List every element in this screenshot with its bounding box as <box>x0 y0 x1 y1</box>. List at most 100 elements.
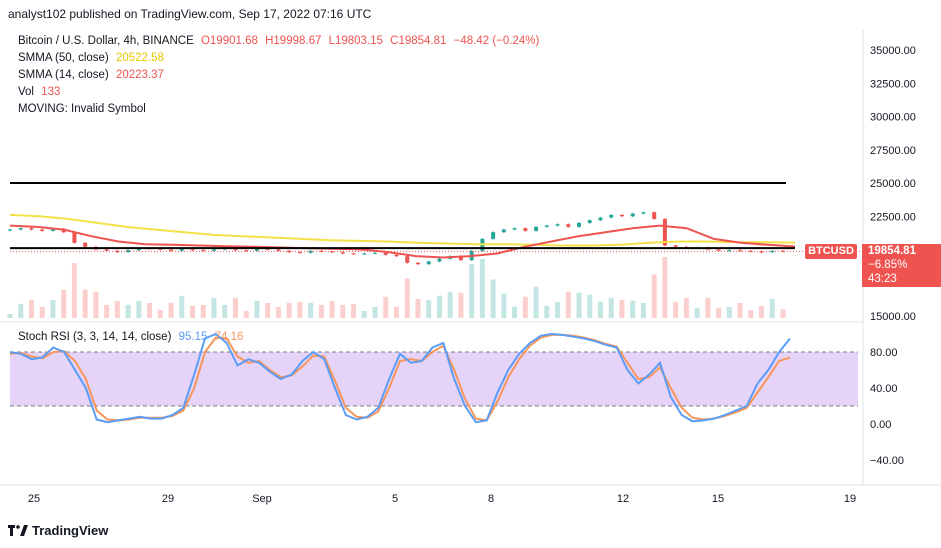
volume-bar <box>18 303 24 318</box>
volume-bar <box>50 299 56 318</box>
volume-bar <box>544 305 550 318</box>
volume-bar <box>597 301 603 318</box>
volume-bar <box>200 304 206 318</box>
candle-body <box>340 252 345 254</box>
candle-body <box>276 249 281 251</box>
candle-body <box>201 250 206 252</box>
candle-body <box>50 228 55 231</box>
volume-bar <box>587 294 593 318</box>
legend-volume-row[interactable]: Vol 133 <box>18 86 64 98</box>
time-tick-label: 15 <box>712 493 724 505</box>
smma14-line <box>9 224 796 259</box>
legend-open: O19901.68 <box>200 35 258 47</box>
volume-bar <box>190 305 196 318</box>
candle-body <box>297 252 302 254</box>
candle-body <box>351 253 356 255</box>
legend-smma14-row[interactable]: SMMA (14, close) 20223.37 <box>18 69 168 81</box>
candle-body <box>254 248 259 251</box>
volume-bar <box>254 300 260 318</box>
volume-bar <box>501 293 507 318</box>
time-tick-label: 25 <box>28 493 40 505</box>
candle-body <box>458 256 463 261</box>
volume-bar <box>383 296 389 318</box>
footer-brand[interactable]: TradingView <box>8 523 108 538</box>
legend-smma50-value: 20522.58 <box>115 52 164 64</box>
volume-bar <box>619 299 625 318</box>
time-tick-label: 8 <box>488 493 494 505</box>
volume-bar <box>114 300 120 318</box>
candle-body <box>179 248 184 251</box>
volume-bar <box>630 300 636 318</box>
legend-vol-label: Vol <box>18 86 34 98</box>
legend-main-row: Bitcoin / U.S. Dollar, 4h, BINANCE O1990… <box>18 35 543 47</box>
legend-smma50-row[interactable]: SMMA (50, close) 20522.58 <box>18 52 168 64</box>
volume-bar <box>694 307 700 318</box>
volume-bar <box>61 289 67 318</box>
candle-body <box>652 212 657 219</box>
candle-body <box>8 229 12 231</box>
candle-body <box>598 217 603 221</box>
candle-body <box>83 242 88 247</box>
candle-body <box>566 224 571 227</box>
volume-bar <box>436 295 442 318</box>
legend-smma14-label: SMMA (14, close) <box>18 69 109 81</box>
volume-bar <box>512 306 518 318</box>
volume-bar <box>426 299 432 318</box>
volume-bar <box>651 274 657 318</box>
candle-body <box>330 251 335 253</box>
legend-moving-label: MOVING: Invalid Symbol <box>18 103 146 115</box>
candle-body <box>555 224 560 226</box>
volume-bar <box>71 263 77 318</box>
volume-bar <box>458 292 464 318</box>
volume-bar <box>157 309 163 318</box>
rsi-legend-label: Stoch RSI (3, 3, 14, 14, close) <box>18 331 172 343</box>
candle-body <box>362 253 367 255</box>
volume-bar <box>329 300 335 318</box>
volume-bar <box>726 306 732 318</box>
volume-bar <box>490 279 496 318</box>
volume-bar <box>748 309 754 318</box>
tradingview-logo-icon <box>8 525 28 536</box>
volume-bar <box>179 295 185 318</box>
volume-bar <box>533 286 539 318</box>
candle-body <box>18 228 23 230</box>
candle-body <box>383 252 388 255</box>
candle-body <box>534 226 539 231</box>
legend-moving-row[interactable]: MOVING: Invalid Symbol <box>18 103 150 115</box>
rsi-legend[interactable]: Stoch RSI (3, 3, 14, 14, close) 95.15 74… <box>18 331 247 343</box>
candle-body <box>265 248 270 250</box>
candle-body <box>115 250 120 253</box>
legend-smma14-value: 20223.37 <box>115 69 164 81</box>
candle-body <box>673 245 678 247</box>
legend-change: −48.42 (−0.24%) <box>453 35 540 47</box>
volume-bar <box>716 307 722 318</box>
volume-bar <box>640 302 646 318</box>
price-tick-label: 25000.00 <box>870 178 916 190</box>
candle-body <box>394 254 399 257</box>
volume-bar <box>404 278 410 318</box>
candle-body <box>501 229 506 233</box>
price-change-percent: −6.85% <box>868 259 908 271</box>
volume-bar <box>780 309 786 318</box>
candle-body <box>630 213 635 217</box>
candle-body <box>319 250 324 252</box>
candle-body <box>211 249 216 251</box>
volume-bar <box>39 306 45 318</box>
volume-bar <box>351 303 357 318</box>
volume-bar <box>147 302 153 318</box>
volume-bar <box>222 304 228 318</box>
candle-body <box>169 249 174 251</box>
volume-bar <box>608 297 614 318</box>
candle-body <box>577 222 582 227</box>
candle-body <box>512 228 517 230</box>
legend-high: H19998.67 <box>265 35 322 47</box>
legend-vol-value: 133 <box>41 86 61 98</box>
candle-body <box>619 214 624 217</box>
candle-body <box>244 250 249 252</box>
rsi-tick-label: 0.00 <box>870 419 891 431</box>
volume-bar <box>447 291 453 318</box>
time-tick-label: 19 <box>844 493 856 505</box>
volume-bar <box>759 305 765 318</box>
volume-bar <box>662 257 668 318</box>
